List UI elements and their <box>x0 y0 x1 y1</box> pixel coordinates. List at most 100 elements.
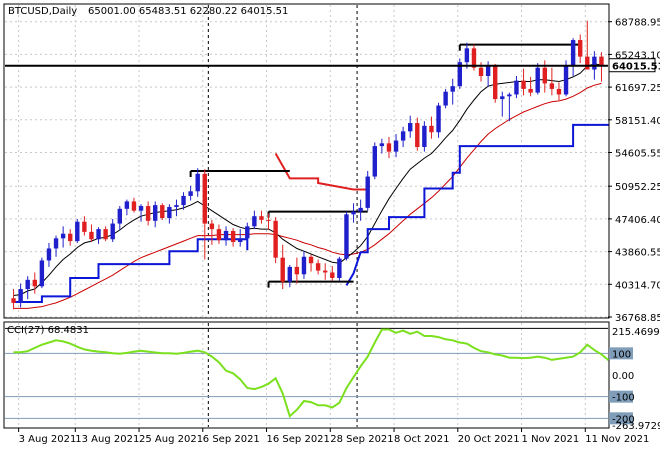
candle-bullish <box>570 40 576 66</box>
candle-bullish <box>393 140 399 152</box>
candle-bullish <box>358 207 363 212</box>
candle-bullish <box>301 256 307 275</box>
candle-bearish <box>493 64 498 100</box>
candle-bearish <box>131 201 137 211</box>
cci-line <box>13 328 610 419</box>
candle-bullish <box>457 62 462 87</box>
candle-bullish <box>174 205 179 207</box>
price-tick-label: 54605.55 <box>615 149 660 160</box>
candle-bullish <box>287 266 292 282</box>
candle-bearish <box>259 216 264 220</box>
candle-bullish <box>18 289 23 303</box>
current-price-label: 64015.51 <box>612 62 660 73</box>
candle-bullish <box>53 238 59 249</box>
candle-bearish <box>32 279 37 287</box>
candle-bullish <box>153 205 158 221</box>
price-tick-label: 43860.55 <box>615 248 660 259</box>
candle-bullish <box>500 96 505 100</box>
cci-level-label-box <box>609 390 633 403</box>
symbol-header: BTCUSD,Daily <box>8 6 77 17</box>
ohlc-header: 65001.00 65483.51 62280.22 64015.51 <box>88 6 288 17</box>
candle-bearish <box>68 233 73 242</box>
price-tick-label: 68788.95 <box>615 18 660 29</box>
time-tick-label: 16 Sep 2021 <box>267 434 330 445</box>
cci-tick-label: 0.00 <box>612 371 634 382</box>
candle-bearish <box>478 67 484 77</box>
candle-bearish <box>578 40 583 57</box>
candle-bullish <box>379 143 385 147</box>
cci-tick-label: -200 <box>612 414 635 425</box>
candle-bearish <box>280 257 285 282</box>
price-tick-label: 58151.40 <box>615 116 660 127</box>
candle-bearish <box>386 143 392 152</box>
candle-bullish <box>436 105 441 133</box>
candle-bearish <box>471 48 477 68</box>
candle-bearish <box>209 223 215 230</box>
candle-bullish <box>592 56 597 70</box>
candle-bearish <box>528 88 533 93</box>
candle-bearish <box>273 220 278 258</box>
time-tick-label: 6 Sep 2021 <box>203 434 260 445</box>
candle-bullish <box>535 67 540 93</box>
cci-header: CCI(27) 68.4831 <box>7 325 89 336</box>
candle-bullish <box>443 91 448 106</box>
candle-bullish <box>195 173 200 192</box>
price-tick-label: 40314.70 <box>615 280 660 291</box>
price-tick-label: 36768.85 <box>615 313 660 324</box>
candle-bullish <box>188 191 193 196</box>
candle-bullish <box>400 131 406 141</box>
candle-bearish <box>330 272 335 278</box>
candle-bullish <box>563 65 569 95</box>
candle-bullish <box>25 279 30 290</box>
cci-level-label-box <box>609 347 633 360</box>
candle-bullish <box>167 206 172 219</box>
candle-bearish <box>266 219 271 221</box>
candle-bullish <box>464 48 470 63</box>
candle-bearish <box>82 221 87 232</box>
candle-bullish <box>337 258 342 278</box>
candle-bearish <box>556 88 562 95</box>
price-tick-label: 61697.25 <box>615 83 660 94</box>
time-tick-label: 28 Sep 2021 <box>330 434 393 445</box>
candle-bullish <box>223 230 229 241</box>
candle-bearish <box>323 270 328 273</box>
trailing-stop-line <box>13 238 249 303</box>
candle-bullish <box>408 123 413 132</box>
candle-bearish <box>315 263 321 271</box>
cci-tick-label: 100 <box>612 349 631 360</box>
price-tick-label: 65243.10 <box>615 50 660 61</box>
price-tick-label: 50952.25 <box>615 182 660 193</box>
candle-bearish <box>216 229 222 241</box>
candle-bearish <box>202 173 207 224</box>
trailing-stop-line <box>345 123 609 286</box>
resistance-trail-line <box>274 152 368 191</box>
candle-bullish <box>507 94 512 97</box>
candle-bullish <box>75 221 80 242</box>
time-tick-label: 11 Nov 2021 <box>585 434 649 445</box>
candle-bullish <box>351 211 356 215</box>
candle-bearish <box>599 56 604 66</box>
candle-bearish <box>230 230 236 243</box>
cci-panel-frame <box>3 321 610 429</box>
candle-bearish <box>160 205 165 219</box>
cci-tick-label: -100 <box>612 393 635 404</box>
time-tick-label: 25 Aug 2021 <box>139 434 203 445</box>
candle-bullish <box>39 260 45 287</box>
candle-bearish <box>103 229 108 240</box>
time-tick-label: 13 Aug 2021 <box>75 434 139 445</box>
cci-level-label-box <box>609 412 633 425</box>
candle-bullish <box>365 176 370 208</box>
candle-bullish <box>450 86 455 92</box>
candle-bullish <box>181 195 186 206</box>
candle-bearish <box>11 298 16 303</box>
candle-bearish <box>585 56 590 70</box>
candle-bullish <box>485 64 491 77</box>
price-tick-label: 47406.40 <box>615 215 660 226</box>
time-tick-label: 3 Aug 2021 <box>19 434 77 445</box>
candle-bearish <box>294 266 300 275</box>
candle-bullish <box>238 238 243 243</box>
candle-bearish <box>308 256 314 264</box>
time-tick-label: 1 Nov 2021 <box>522 434 580 445</box>
time-tick-label: 8 Oct 2021 <box>394 434 449 445</box>
